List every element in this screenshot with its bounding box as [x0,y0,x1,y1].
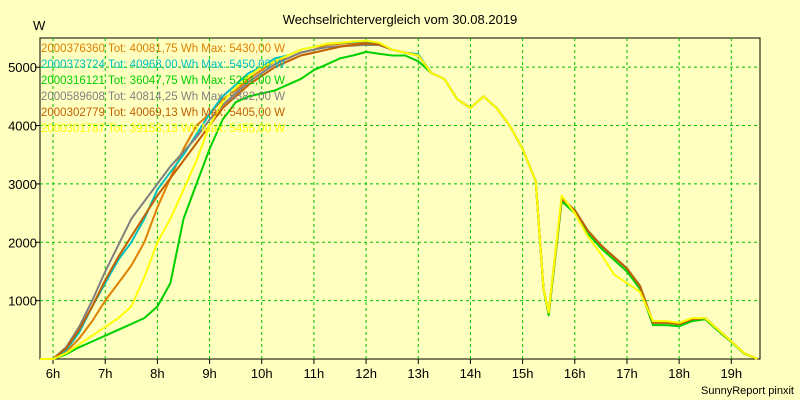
x-tick-label: 11h [304,366,325,381]
plot-area [39,37,761,360]
x-tick-label: 16h [564,366,586,381]
x-tick-label: 14h [460,366,482,381]
x-tick-label: 9h [202,366,216,381]
x-tick-label: 7h [98,366,112,381]
y-tick-label: 5000 [8,60,37,75]
legend-entry-2000373724: 2000373724 Tot: 40968,00 Wh Max: 5450,00… [41,59,285,71]
x-tick-label: 13h [407,366,429,381]
legend-entry-2000302779: 2000302779 Tot: 40069,13 Wh Max: 5405,00… [41,107,285,119]
x-tick-label: 12h [355,366,377,381]
legend-entry-2000316121: 2000316121 Tot: 36047,75 Wh Max: 5261,00… [41,75,285,87]
x-tick-label: 10h [251,366,273,381]
y-tick-label: 1000 [8,294,37,309]
x-tick-label: 6h [46,366,60,381]
chart-title: Wechselrichtervergleich vom 30.08.2019 [283,12,518,27]
x-tick-label: 18h [668,366,690,381]
legend: 2000376360 Tot: 40081,75 Wh Max: 5430,00… [41,43,285,135]
legend-entry-2000589608: 2000589608 Tot: 40814,25 Wh Max: 5382,00… [41,91,285,103]
series-lines [40,39,758,360]
grid-lines [40,38,760,359]
y-tick-label: 2000 [8,235,37,250]
y-tick-label: 4000 [8,119,37,134]
x-tick-label: 19h [720,366,742,381]
axis-ticks: 6h 7h 8h 9h 10h 11h 12h 13h 14h 15h 16h 17h 18h 19h 10… [8,60,742,381]
y-axis-label: W [33,18,46,33]
x-tick-label: 8h [150,366,164,381]
x-tick-label: 15h [512,366,534,381]
series-line-2000316121 [40,50,758,360]
legend-entry-2000376360: 2000376360 Tot: 40081,75 Wh Max: 5430,00… [41,43,285,55]
y-tick-label: 3000 [8,177,37,192]
legend-entry-2000301787: 2000301787 Tot: 39158,13 Wh Max: 5455,00… [41,123,285,135]
footer-credit: SunnyReport pinxit [701,385,794,397]
x-tick-label: 17h [616,366,638,381]
series-line-2000301787 [40,39,758,360]
